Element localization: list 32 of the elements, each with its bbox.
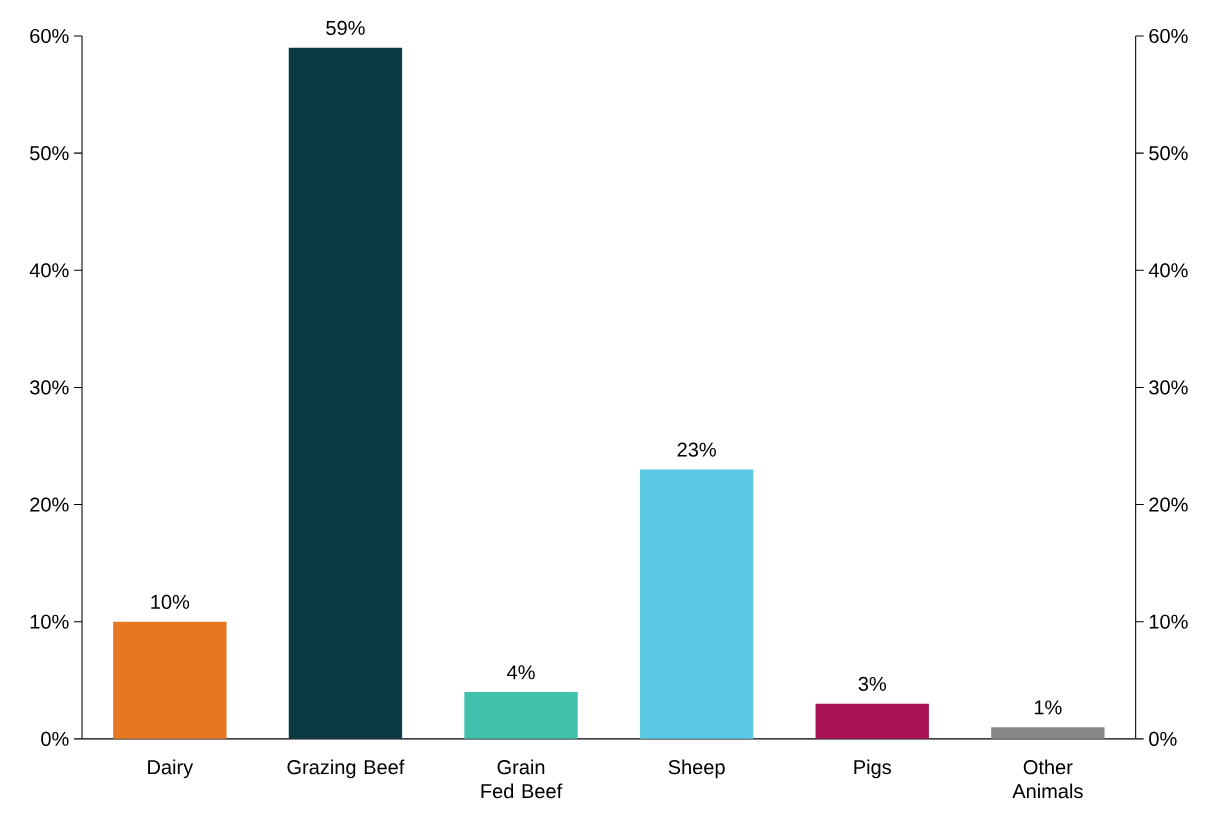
- y2-tick-label: 0%: [41, 731, 69, 746]
- y-tick-label: 10%: [1149, 614, 1188, 629]
- bar: [991, 727, 1105, 739]
- data-label: 59%: [326, 20, 365, 35]
- y2-tick-label: 40%: [29, 263, 69, 278]
- y-tick-label: 50%: [1149, 145, 1188, 161]
- x-tick-label: Sheep: [668, 759, 725, 779]
- y2-tick-label: 30%: [30, 380, 69, 395]
- x-tick-label: Pigs: [854, 759, 891, 779]
- data-label: 23%: [677, 442, 716, 457]
- y-tick-label: 30%: [1149, 380, 1188, 395]
- x-tick-label: Grain Fed Beef: [481, 759, 563, 799]
- y-tick-label: 0%: [1149, 731, 1177, 746]
- bar: [815, 703, 929, 739]
- bar: [288, 47, 403, 739]
- x-tick-label: Dairy: [148, 759, 194, 779]
- data-label: 3%: [858, 676, 886, 691]
- y2-tick-label: 60%: [30, 28, 69, 43]
- x-tick-label: Other Animals: [1012, 759, 1083, 799]
- data-label: 1%: [1034, 700, 1062, 715]
- bar: [464, 691, 578, 739]
- y2-tick-label: 50%: [30, 145, 69, 161]
- y2-tick-label: 10%: [30, 614, 69, 629]
- bar: [113, 621, 227, 739]
- bar: [639, 469, 754, 739]
- y-tick-label: 40%: [1148, 263, 1188, 278]
- y2-tick-label: 20%: [30, 497, 69, 512]
- x-tick-label: Grazing Beef: [287, 759, 405, 779]
- data-label: 4%: [507, 665, 535, 680]
- y-tick-label: 20%: [1149, 497, 1188, 512]
- data-label: 10%: [151, 594, 190, 609]
- y-tick-label: 60%: [1149, 28, 1188, 43]
